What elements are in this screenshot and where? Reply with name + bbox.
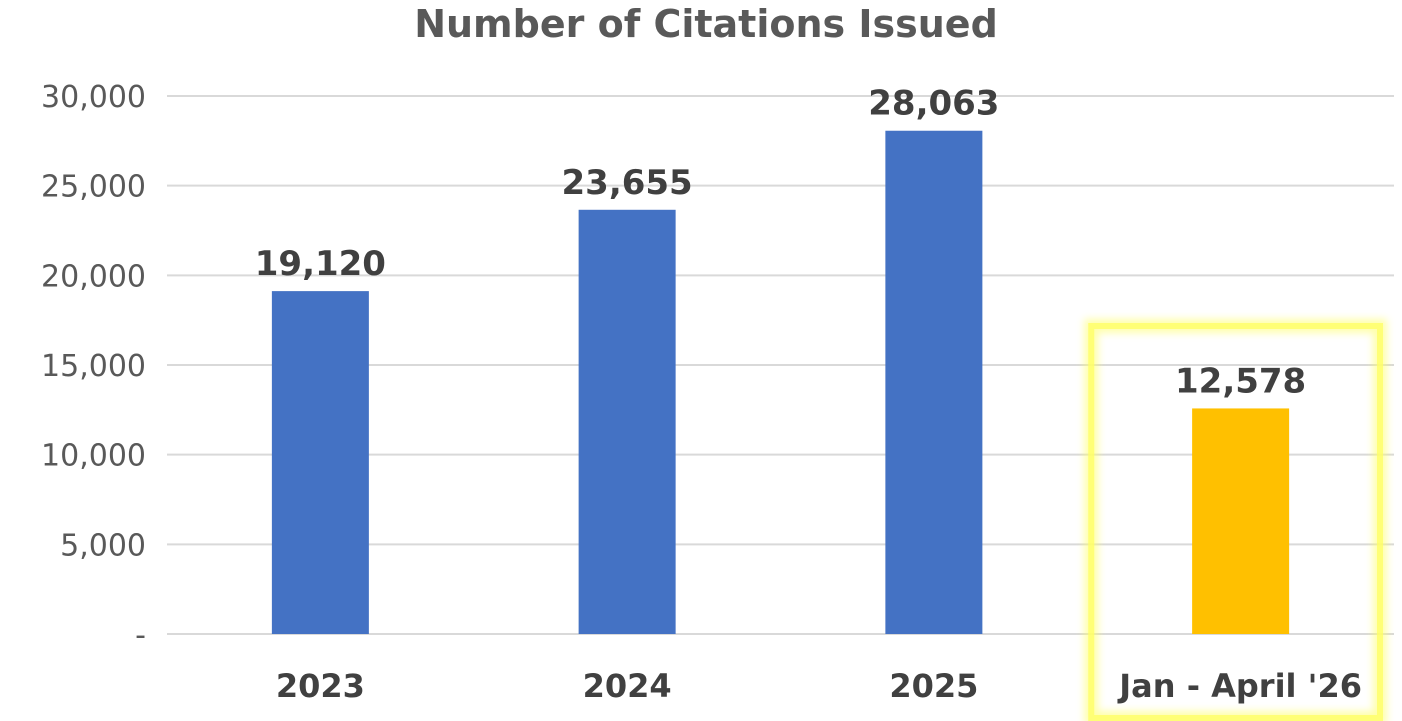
data-labels: 19,120 23,655 28,063 12,578	[255, 84, 1306, 402]
data-label: 12,578	[1175, 361, 1306, 401]
data-label: 28,063	[868, 84, 999, 124]
x-tick-label: 2025	[889, 667, 978, 705]
data-label: 23,655	[562, 163, 693, 203]
y-tick-label: 10,000	[41, 439, 146, 474]
highlight-box	[1084, 319, 1387, 721]
chart-title: Number of Citations Issued	[414, 2, 998, 46]
y-axis-ticks: - 5,000 10,000 15,000 20,000 25,000 30,000	[41, 80, 146, 653]
x-tick-label: 2023	[276, 667, 365, 705]
x-tick-label: 2024	[583, 667, 672, 705]
y-tick-label: -	[135, 618, 146, 653]
bar-jan-april-26	[1192, 408, 1290, 634]
bar-2023	[271, 291, 369, 634]
y-tick-label: 30,000	[41, 80, 146, 115]
x-tick-label: Jan - April '26	[1117, 667, 1362, 705]
highlight-frame	[1088, 323, 1383, 721]
bar-2024	[578, 209, 676, 635]
x-axis-ticks: 2023 2024 2025 Jan - April '26	[276, 667, 1362, 705]
bars	[271, 130, 1290, 635]
y-tick-label: 25,000	[41, 170, 146, 205]
gridlines	[167, 95, 1394, 635]
data-label: 19,120	[255, 244, 386, 284]
bar-2025	[885, 130, 983, 634]
y-tick-label: 20,000	[41, 259, 146, 294]
y-tick-label: 5,000	[60, 528, 146, 563]
y-tick-label: 15,000	[41, 349, 146, 384]
